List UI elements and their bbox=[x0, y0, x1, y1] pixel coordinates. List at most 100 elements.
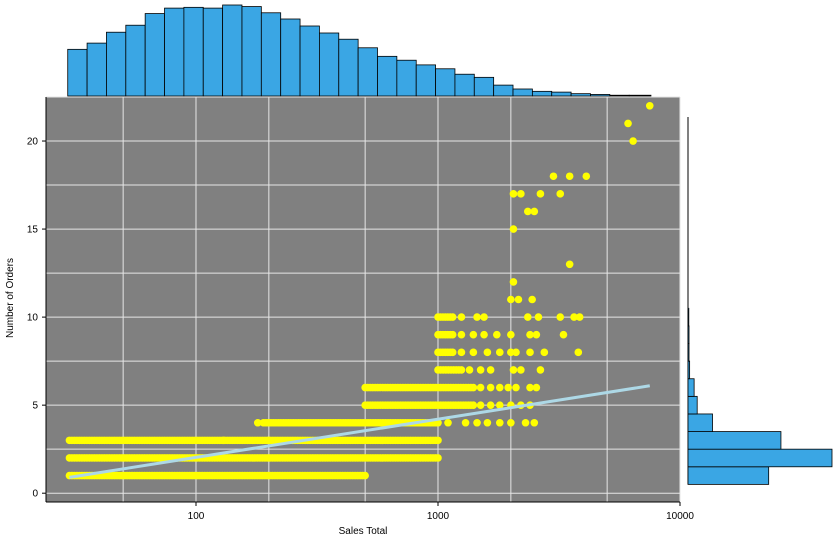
data-point bbox=[457, 313, 466, 321]
data-point bbox=[507, 330, 515, 339]
data-point bbox=[469, 348, 478, 357]
x-histogram-bar bbox=[144, 13, 165, 97]
x-histogram-bar bbox=[319, 32, 340, 97]
data-point bbox=[480, 330, 488, 339]
data-point bbox=[570, 313, 578, 321]
data-point bbox=[559, 330, 568, 339]
data-point bbox=[486, 383, 495, 392]
y-tick-label: 10 bbox=[27, 313, 39, 324]
x-histogram-bar bbox=[493, 84, 514, 97]
data-point bbox=[483, 418, 492, 427]
x-histogram-bar bbox=[260, 12, 282, 97]
data-point bbox=[532, 330, 541, 339]
data-point bbox=[219, 436, 228, 445]
x-histogram-bar bbox=[357, 47, 378, 97]
x-histogram-bar bbox=[125, 24, 146, 97]
x-histogram-bar bbox=[435, 68, 456, 97]
data-point bbox=[265, 436, 273, 445]
y-histogram-bar bbox=[687, 466, 770, 485]
data-point bbox=[514, 295, 523, 304]
x-histogram-bar bbox=[628, 94, 652, 97]
data-point bbox=[457, 348, 466, 357]
data-point bbox=[528, 295, 536, 304]
data-point bbox=[517, 366, 525, 374]
x-histogram-bar bbox=[531, 90, 553, 97]
y-histogram-bar bbox=[687, 413, 713, 432]
x-histogram-bar bbox=[222, 4, 243, 97]
data-point bbox=[480, 313, 488, 321]
x-histogram-bar bbox=[338, 38, 359, 97]
x-axis: 100 1000 10000 bbox=[46, 501, 694, 522]
grid-lines bbox=[46, 96, 681, 502]
data-point bbox=[486, 401, 495, 409]
data-point bbox=[483, 348, 492, 357]
data-point bbox=[509, 366, 518, 374]
y-marginal-histogram bbox=[687, 117, 833, 485]
data-point bbox=[448, 330, 457, 339]
x-histogram-bar bbox=[241, 6, 262, 97]
x-axis-title: Sales Total bbox=[339, 526, 388, 537]
data-point bbox=[495, 401, 504, 409]
x-histogram-bar bbox=[299, 25, 320, 97]
data-point bbox=[465, 366, 474, 374]
y-histogram-bar bbox=[687, 325, 690, 344]
data-point bbox=[507, 295, 515, 304]
data-point bbox=[536, 366, 545, 374]
x-histogram-bar bbox=[512, 88, 533, 97]
x-histogram-bar bbox=[473, 76, 495, 97]
data-point bbox=[461, 418, 470, 427]
x-histogram-bar bbox=[551, 91, 572, 97]
data-point bbox=[624, 119, 632, 128]
data-point bbox=[434, 454, 442, 462]
data-point bbox=[556, 313, 565, 321]
data-point bbox=[556, 190, 565, 198]
data-point bbox=[509, 225, 518, 233]
data-point bbox=[473, 418, 481, 427]
data-point bbox=[530, 418, 539, 427]
data-point bbox=[575, 313, 584, 321]
data-point bbox=[523, 313, 532, 321]
data-point bbox=[536, 190, 545, 198]
y-histogram-bar bbox=[687, 307, 690, 327]
data-point bbox=[526, 348, 534, 357]
plot-panel bbox=[46, 97, 680, 502]
x-marginal-histogram bbox=[67, 4, 652, 97]
data-point bbox=[504, 383, 512, 392]
data-point bbox=[469, 401, 478, 409]
x-histogram-bar bbox=[609, 94, 630, 97]
data-point bbox=[361, 471, 369, 480]
data-point bbox=[476, 383, 485, 392]
x-histogram-bar bbox=[183, 6, 204, 97]
y-tick-label: 5 bbox=[32, 401, 38, 412]
x-histogram-bar bbox=[280, 18, 301, 97]
y-histogram-bar bbox=[687, 448, 833, 468]
data-point bbox=[526, 383, 534, 392]
data-point bbox=[476, 366, 485, 374]
data-point bbox=[495, 418, 504, 427]
x-histogram-bar bbox=[377, 55, 398, 97]
data-point bbox=[469, 383, 478, 392]
x-histogram-bar bbox=[454, 73, 475, 97]
data-point bbox=[495, 383, 504, 392]
data-point bbox=[512, 383, 520, 392]
data-point bbox=[565, 260, 574, 269]
data-point bbox=[629, 137, 637, 145]
data-point bbox=[473, 313, 481, 321]
x-histogram-bar bbox=[590, 94, 611, 97]
data-point bbox=[486, 366, 495, 374]
x-histogram-bar bbox=[396, 59, 417, 97]
y-histogram-bar bbox=[687, 431, 782, 450]
y-axis: 0 5 10 15 20 bbox=[27, 97, 47, 502]
data-point bbox=[476, 401, 485, 409]
data-point bbox=[574, 348, 583, 357]
x-histogram-bar bbox=[106, 31, 127, 97]
data-point bbox=[457, 366, 466, 374]
x-tick-label: 10000 bbox=[666, 511, 694, 522]
data-point bbox=[253, 418, 262, 427]
data-point bbox=[521, 418, 530, 427]
data-point bbox=[448, 313, 457, 321]
data-point bbox=[493, 330, 501, 339]
data-point bbox=[495, 348, 504, 357]
y-histogram-bar bbox=[687, 378, 695, 397]
